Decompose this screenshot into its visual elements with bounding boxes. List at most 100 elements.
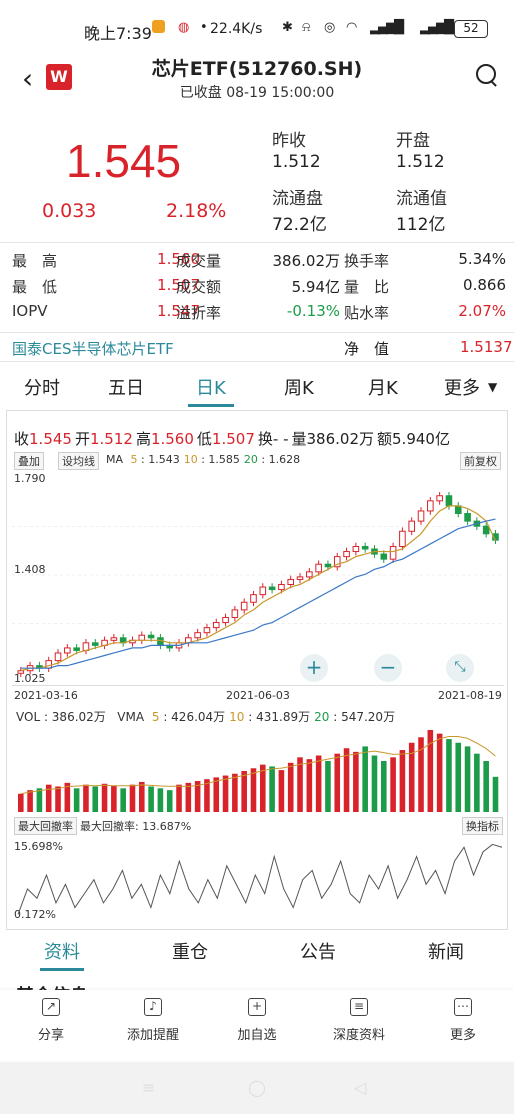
candle xyxy=(17,670,25,674)
divider xyxy=(12,685,504,686)
stat-value: 1.547 xyxy=(157,302,200,320)
candle xyxy=(417,510,425,522)
volume-bar xyxy=(36,788,43,812)
price-change: 0.033 xyxy=(42,200,97,222)
toolbar-more-button[interactable]: ⋯ 更多 xyxy=(418,998,508,1043)
stat-label: 成交量 xyxy=(176,252,222,270)
ohlc-label: 开 xyxy=(74,430,90,448)
alarm-icon: ◎ xyxy=(324,20,336,35)
date-end: 2021-08-19 xyxy=(438,689,502,702)
home-icon[interactable]: ◯ xyxy=(248,1078,266,1097)
volume-bar xyxy=(83,784,89,812)
ohlc-label: 量 xyxy=(291,430,307,448)
y-tick-mid: 1.408 xyxy=(14,563,46,576)
vma-period: 10 xyxy=(229,710,245,724)
volume-bar xyxy=(325,760,331,812)
chart-panel xyxy=(6,410,508,930)
volume-bar xyxy=(204,779,210,812)
volume-bar xyxy=(148,786,154,812)
candle xyxy=(436,495,443,502)
app-logo: W xyxy=(46,64,72,90)
tab-period[interactable]: 分时 xyxy=(24,378,60,399)
date-mid: 2021-06-03 xyxy=(226,689,290,702)
signal-icon: ▂▄▆█ xyxy=(370,20,404,35)
ohlc-value: 386.02万 xyxy=(306,430,375,448)
stat-value: 1.507 xyxy=(157,276,200,294)
tab-info[interactable]: 公告 xyxy=(300,942,336,963)
set-ma-button[interactable]: 设均线 xyxy=(58,452,99,470)
tab-info[interactable]: 资料 xyxy=(40,938,84,971)
y-tick-high: 1.790 xyxy=(14,472,46,485)
float-shares-label: 流通盘 xyxy=(272,189,323,209)
ohlc-value: 1.560 xyxy=(150,430,194,448)
candle xyxy=(203,627,211,634)
candle xyxy=(333,556,341,568)
zoom-in-button[interactable]: + xyxy=(300,654,328,682)
stats-row: 最 低 1.507 成交额 5.94亿量 比 0.866 xyxy=(0,274,514,298)
overlay-button[interactable]: 叠加 xyxy=(14,452,44,470)
volume-bar xyxy=(92,786,99,812)
tab-info[interactable]: 新闻 xyxy=(428,942,464,963)
index-row[interactable]: 国泰CES半导体芯片ETF 净 值 1.5137 xyxy=(0,332,514,362)
volume-bar xyxy=(353,751,359,812)
stat-label: 最 低 xyxy=(12,278,58,296)
tab-period[interactable]: 月K xyxy=(368,378,398,399)
zoom-out-button[interactable]: − xyxy=(374,654,402,682)
stats-row: IOPV 1.547 溢折率 -0.13% 贴水率 2.07% xyxy=(0,300,514,324)
chevron-down-icon[interactable]: ▼ xyxy=(488,380,498,394)
ohlc-label: 收 xyxy=(14,430,30,448)
toolbar-label: 分享 xyxy=(37,1028,64,1043)
ma-legend: MA 5 : 1.543 10 : 1.585 20 : 1.628 xyxy=(106,453,301,466)
prev-close-label: 昨收 xyxy=(272,131,306,151)
volume-bar xyxy=(408,742,415,812)
candle xyxy=(399,530,406,547)
menu-icon[interactable]: ≡ xyxy=(142,1078,156,1097)
vol-label: VOL : 386.02万 xyxy=(16,710,106,724)
back-icon[interactable]: ◁ xyxy=(354,1078,367,1097)
toolbar-label: 添加提醒 xyxy=(126,1028,179,1043)
switch-indicator-button[interactable]: 换指标 xyxy=(462,817,503,835)
candle xyxy=(361,545,369,550)
volume-bar xyxy=(45,784,52,812)
stat-value: -0.13% xyxy=(286,302,340,320)
toolbar-bell-button[interactable]: ♪ 添加提醒 xyxy=(108,998,198,1043)
volume-bar xyxy=(222,775,229,812)
volume-bar xyxy=(55,786,61,812)
ohlc-value: - - xyxy=(272,430,289,448)
volume-bar xyxy=(436,733,443,812)
volume-bar xyxy=(297,757,303,812)
chevron-left-icon[interactable]: ‹ xyxy=(22,62,34,95)
ohlc-value: 1.507 xyxy=(211,430,255,448)
ohlc-label: 高 xyxy=(135,430,151,448)
status-time: 晚上7:39 xyxy=(84,24,152,43)
adjust-button[interactable]: 前复权 xyxy=(460,452,501,470)
open-value: 1.512 xyxy=(396,152,445,172)
candle xyxy=(427,500,434,512)
index-name[interactable]: 国泰CES半导体芯片ETF xyxy=(12,340,174,358)
tab-period[interactable]: 日K xyxy=(188,374,234,407)
toolbar-plus-square-button[interactable]: + 加自选 xyxy=(212,998,302,1043)
volume-bar xyxy=(278,770,285,812)
drawdown-chart[interactable] xyxy=(12,836,504,920)
candle xyxy=(296,576,304,580)
stat-label: 换手率 xyxy=(344,252,390,270)
drawdown-tag[interactable]: 最大回撤率 xyxy=(14,817,77,835)
tab-period[interactable]: 更多 xyxy=(444,378,480,399)
kline-chart[interactable] xyxy=(12,466,504,684)
candle xyxy=(287,578,295,586)
stat-label: 贴水率 xyxy=(344,304,390,322)
volume-bar xyxy=(73,788,80,812)
expand-icon[interactable]: ⤡ xyxy=(446,654,474,682)
toolbar-book-button[interactable]: ≡ 深度资料 xyxy=(314,998,404,1043)
candle xyxy=(110,637,118,641)
toolbar-share-button[interactable]: ↗ 分享 xyxy=(6,998,96,1043)
tab-period[interactable]: 周K xyxy=(284,378,314,399)
vma-period: 5 xyxy=(151,710,160,724)
volume-bar xyxy=(157,788,164,812)
tab-info[interactable]: 重仓 xyxy=(172,942,208,963)
search-icon[interactable] xyxy=(476,64,498,86)
volume-chart[interactable] xyxy=(12,724,504,812)
ohlc-label: 额 xyxy=(377,430,393,448)
tab-period[interactable]: 五日 xyxy=(108,378,144,399)
section-peek: 基金信息 xyxy=(16,982,88,992)
